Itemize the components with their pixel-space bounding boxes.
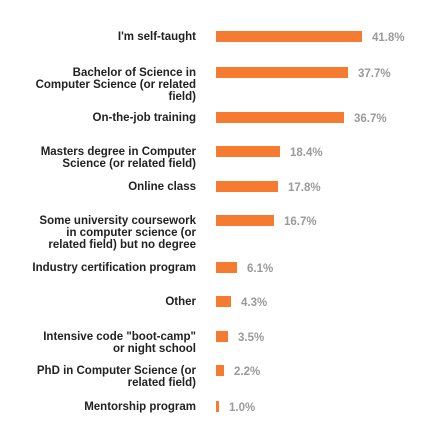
category-label: Intensive code "boot-camp" or night scho… [43, 331, 196, 355]
category-label: Online class [128, 181, 196, 193]
value-label: 3.5% [238, 332, 265, 344]
value-label: 6.1% [247, 263, 274, 275]
category-label: Mentorship program [84, 401, 196, 413]
bar [216, 215, 274, 226]
value-label: 17.8% [288, 182, 321, 194]
bar [216, 401, 219, 412]
value-label: 41.8% [372, 32, 405, 44]
bar [216, 331, 228, 342]
category-label: I'm self-taught [117, 31, 196, 43]
value-label: 37.7% [358, 68, 391, 80]
value-label: 4.3% [241, 297, 268, 309]
value-label: 1.0% [229, 402, 256, 414]
category-label: Industry certification program [32, 262, 196, 274]
bar [216, 112, 344, 123]
bar [216, 365, 224, 376]
value-label: 2.2% [234, 366, 261, 378]
bar [216, 181, 278, 192]
value-label: 18.4% [290, 147, 323, 159]
bar [216, 262, 237, 273]
bar [216, 296, 231, 307]
category-label: Other [165, 296, 196, 308]
category-label: Bachelor of Science in Computer Science … [35, 67, 196, 103]
category-label: Some university coursework in computer s… [39, 215, 196, 251]
bar [216, 67, 348, 78]
category-label: On-the-job training [92, 112, 196, 124]
bar [216, 146, 280, 157]
category-label: Masters degree in Computer Science (or r… [40, 146, 196, 170]
category-label: PhD in Computer Science (or related fiel… [36, 365, 196, 389]
value-label: 16.7% [284, 216, 317, 228]
value-label: 36.7% [354, 113, 387, 125]
bar [216, 31, 362, 42]
